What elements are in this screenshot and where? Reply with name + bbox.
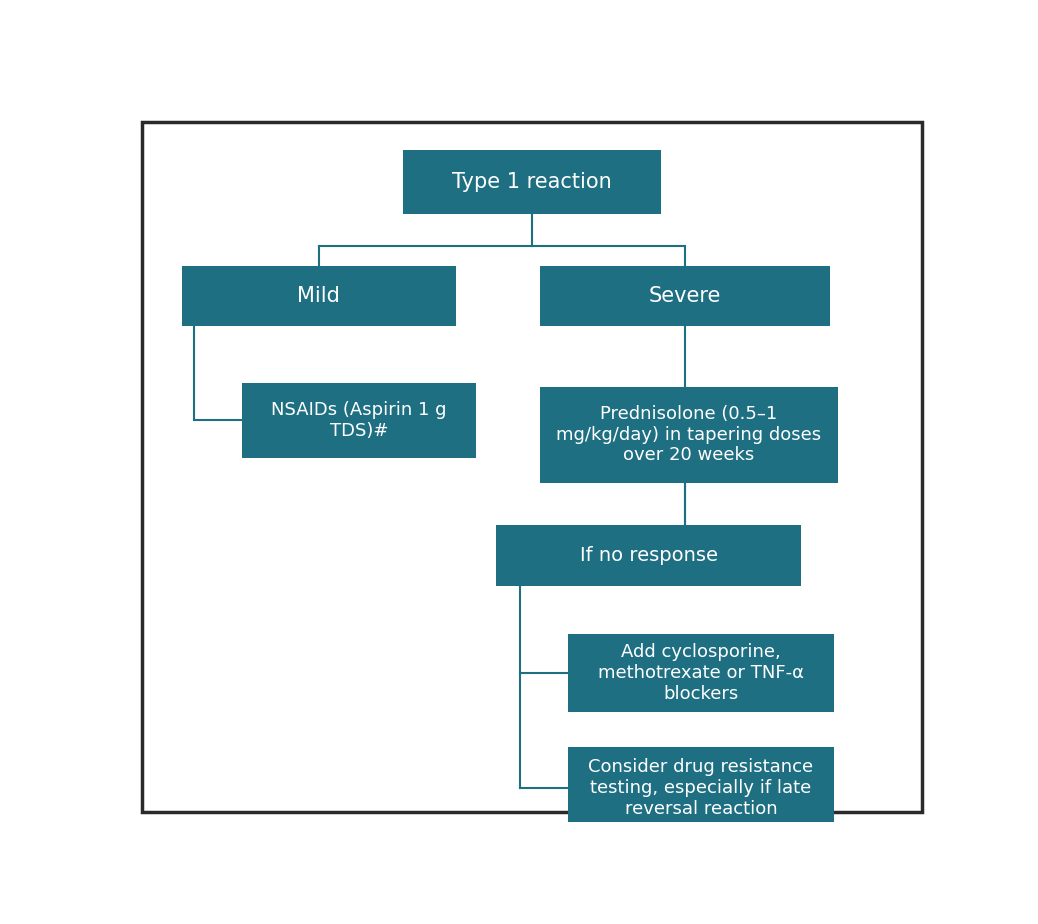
Text: Consider drug resistance
testing, especially if late
reversal reaction: Consider drug resistance testing, especi… [589, 759, 814, 818]
FancyBboxPatch shape [182, 265, 456, 326]
Text: Type 1 reaction: Type 1 reaction [453, 172, 611, 192]
FancyBboxPatch shape [568, 634, 834, 712]
Text: NSAIDs (Aspirin 1 g
TDS)#: NSAIDs (Aspirin 1 g TDS)# [271, 401, 446, 440]
FancyBboxPatch shape [403, 150, 660, 214]
FancyBboxPatch shape [496, 526, 801, 586]
FancyBboxPatch shape [242, 383, 475, 457]
Text: If no response: If no response [579, 546, 717, 565]
Text: Add cyclosporine,
methotrexate or TNF-α
blockers: Add cyclosporine, methotrexate or TNF-α … [598, 643, 803, 703]
FancyBboxPatch shape [568, 748, 834, 829]
Text: Severe: Severe [649, 286, 721, 306]
FancyBboxPatch shape [540, 265, 829, 326]
Text: Mild: Mild [297, 286, 340, 306]
FancyBboxPatch shape [540, 386, 838, 482]
Text: Prednisolone (0.5–1
mg/kg/day) in tapering doses
over 20 weeks: Prednisolone (0.5–1 mg/kg/day) in taperi… [556, 405, 821, 465]
